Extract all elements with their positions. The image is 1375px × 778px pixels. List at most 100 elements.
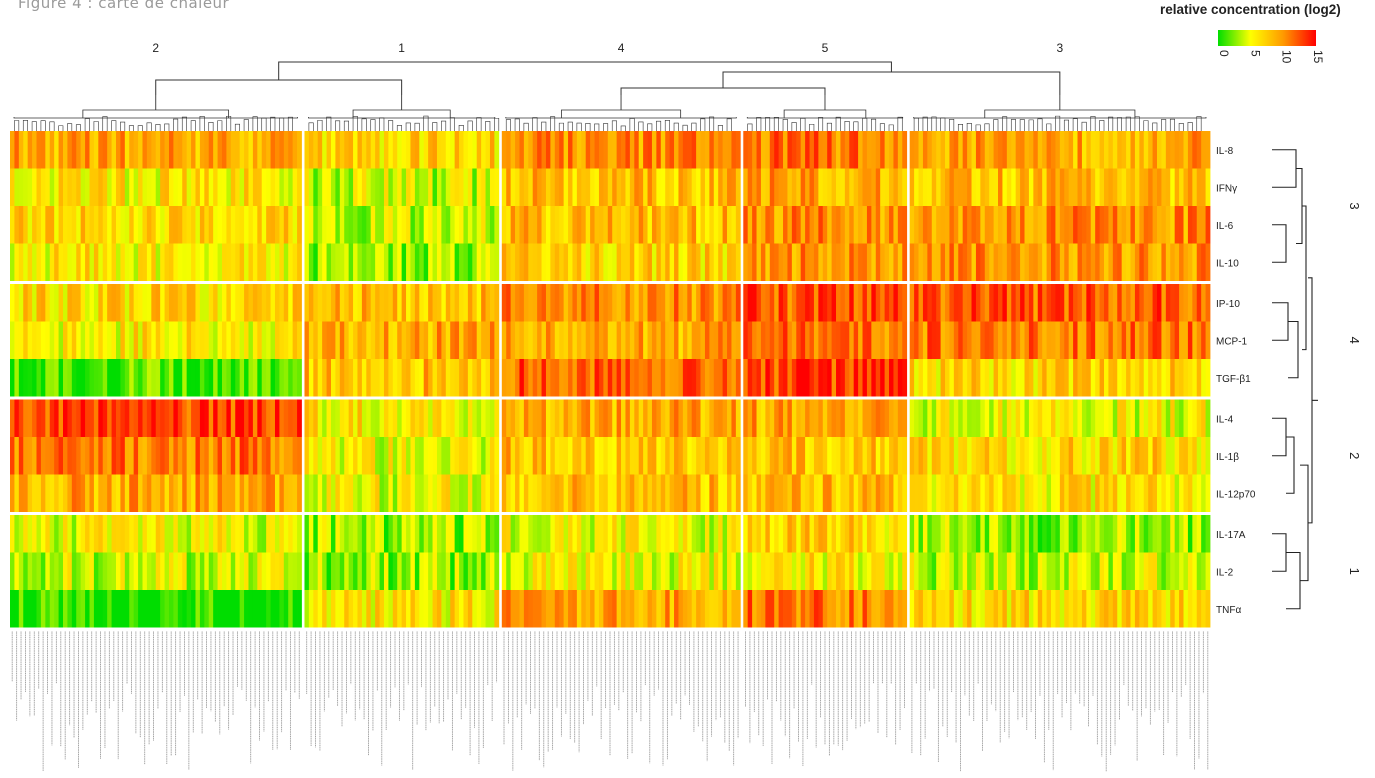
heatmap-cell: [375, 590, 380, 628]
heatmap-cell: [1042, 552, 1047, 590]
heatmap-cell: [805, 206, 810, 244]
heatmap-cell: [805, 284, 810, 322]
legend-tick-label: 10: [1280, 50, 1294, 64]
heatmap-cell: [914, 206, 919, 244]
heatmap-cell: [62, 552, 68, 590]
heatmap-cell: [348, 168, 354, 206]
heatmap-cell: [541, 359, 547, 397]
heatmap-cell: [629, 168, 635, 206]
heatmap-cell: [638, 552, 644, 590]
heatmap-cell: [344, 515, 350, 553]
heatmap-cell: [230, 590, 236, 628]
heatmap-cell: [1037, 359, 1043, 397]
heatmap-cell: [519, 168, 525, 206]
heatmap-cell: [221, 243, 227, 281]
heatmap-cell: [208, 437, 214, 475]
heatmap-cell: [722, 474, 728, 512]
heatmap-cell: [406, 552, 411, 590]
heatmap-cell: [713, 243, 719, 281]
heatmap-cell: [638, 131, 644, 169]
heatmap-cell: [922, 552, 928, 590]
heatmap-cell: [1139, 284, 1145, 322]
column-dendrogram-branch: [217, 120, 223, 131]
heatmap-cell: [401, 437, 407, 475]
heatmap-cell: [1055, 359, 1061, 397]
heatmap-cell: [450, 131, 456, 169]
heatmap-cell: [893, 515, 899, 553]
heatmap-cell: [397, 168, 403, 206]
heatmap-cell: [572, 474, 578, 512]
heatmap-cell: [1174, 243, 1180, 281]
heatmap-cell: [146, 243, 152, 281]
heatmap-cell: [787, 321, 793, 359]
heatmap-cell: [18, 515, 24, 553]
heatmap-cell: [893, 131, 899, 169]
row-cluster-label: 2: [1347, 452, 1362, 459]
heatmap-cell: [266, 590, 271, 628]
heatmap-cell: [998, 359, 1003, 397]
heatmap-cell: [221, 552, 227, 590]
heatmap-cell: [809, 243, 815, 281]
heatmap-cell: [616, 243, 622, 281]
heatmap-cell: [1073, 168, 1078, 206]
heatmap-cell: [866, 168, 872, 206]
heatmap-cell: [796, 359, 802, 397]
heatmap-cell: [1020, 474, 1025, 512]
heatmap-cell: [813, 206, 819, 244]
heatmap-cell: [769, 590, 775, 628]
heatmap-cell: [115, 437, 121, 475]
heatmap-cell: [1042, 437, 1047, 475]
heatmap-cell: [459, 399, 464, 437]
heatmap-cell: [1148, 474, 1153, 512]
heatmap-cell: [151, 590, 157, 628]
heatmap-cell: [897, 437, 903, 475]
heatmap-cell: [713, 206, 719, 244]
heatmap-cell: [410, 590, 416, 628]
heatmap-cell: [576, 206, 582, 244]
heatmap-cell: [1081, 399, 1087, 437]
heatmap-cell: [155, 590, 161, 628]
heatmap-cell: [120, 206, 126, 244]
heatmap-cell: [853, 168, 859, 206]
heatmap-cell: [696, 243, 701, 281]
heatmap-cell: [731, 437, 737, 475]
heatmap-cell: [796, 474, 802, 512]
column-dendrogram-branch: [75, 124, 81, 131]
heatmap-cell: [248, 321, 254, 359]
heatmap-cell: [1090, 552, 1096, 590]
heatmap-cell: [375, 474, 380, 512]
heatmap-cell: [778, 284, 784, 322]
heatmap-cell: [151, 399, 157, 437]
heatmap-cell: [322, 206, 327, 244]
heatmap-cell: [67, 168, 73, 206]
heatmap-cell: [559, 206, 565, 244]
heatmap-cell: [958, 284, 964, 322]
heatmap-cell: [603, 321, 609, 359]
heatmap-cell: [494, 437, 500, 475]
heatmap-cell: [18, 168, 24, 206]
heatmap-cell: [1157, 131, 1162, 169]
heatmap-cell: [1086, 206, 1092, 244]
heatmap-cell: [89, 243, 95, 281]
heatmap-cell: [177, 359, 183, 397]
heatmap-cell: [441, 552, 447, 590]
heatmap-cell: [1055, 284, 1061, 322]
heatmap-cell: [89, 552, 95, 590]
heatmap-cell: [186, 399, 192, 437]
heatmap-cell: [226, 284, 232, 322]
heatmap-cell: [67, 131, 73, 169]
heatmap-cell: [168, 359, 174, 397]
column-dendrogram-branch: [620, 87, 826, 95]
heatmap-cell: [348, 437, 354, 475]
heatmap-cell: [687, 284, 693, 322]
heatmap-cell: [1077, 552, 1083, 590]
heatmap-cell: [107, 437, 112, 475]
heatmap-cell: [897, 590, 903, 628]
heatmap-cell: [76, 474, 82, 512]
heatmap-cell: [14, 284, 20, 322]
heatmap-cell: [339, 131, 345, 169]
heatmap-cell: [120, 474, 126, 512]
heatmap-cell: [1042, 168, 1047, 206]
heatmap-cell: [1205, 284, 1211, 322]
